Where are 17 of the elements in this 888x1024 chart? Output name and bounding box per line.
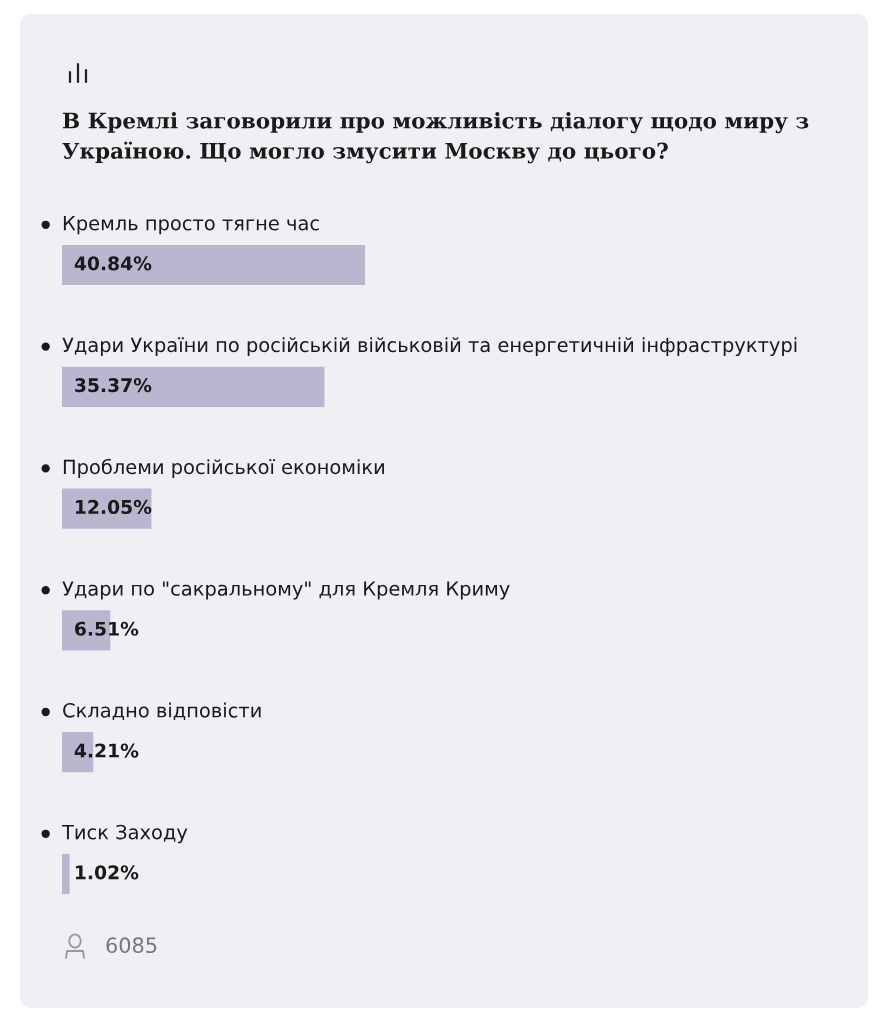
data-label: 6.51% bbox=[75, 621, 139, 636]
text: В Кремлі заговорили про можливість діалогу щодо миру з Україною. Що могло змусити Москву до цього? bbox=[62, 112, 809, 164]
bar bbox=[62, 244, 366, 286]
y-tick-label: Складно відповісти bbox=[63, 702, 261, 721]
data-label: 4.21% bbox=[74, 743, 139, 758]
y-tick-label: Удари України по російській військовій та енергетичній інфраструктурі bbox=[62, 337, 797, 357]
text: 6085 bbox=[106, 937, 157, 954]
data-label: 35.37% bbox=[75, 378, 152, 393]
y-tick-label: Удари по "сакральному" для Кремля Криму bbox=[62, 581, 510, 600]
data-label: 12.05% bbox=[75, 499, 152, 515]
y-tick-label: Проблеми російської економіки bbox=[63, 458, 384, 478]
y-tick-label: Тиск Заходу bbox=[61, 824, 188, 844]
y-tick-label: Кремль просто тягне час bbox=[63, 216, 319, 235]
data-label: 1.02% bbox=[75, 865, 139, 880]
data-label: 40.84% bbox=[74, 256, 152, 271]
bar bbox=[62, 366, 325, 407]
bar bbox=[62, 853, 70, 895]
